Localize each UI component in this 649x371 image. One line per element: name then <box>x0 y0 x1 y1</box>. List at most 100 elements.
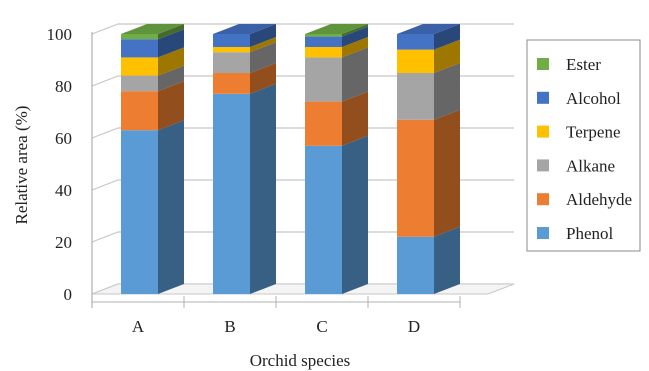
bar-segment-phenol <box>121 120 184 294</box>
bar-segment-alkane <box>397 63 460 120</box>
legend-box <box>526 39 641 252</box>
legend-label: Alcohol <box>566 89 621 108</box>
legend-item-phenol: Phenol <box>537 224 614 243</box>
legend-label: Aldehyde <box>566 190 632 209</box>
bar-front <box>397 49 434 73</box>
legend-item-ester: Ester <box>537 55 601 74</box>
bar-side <box>434 24 460 50</box>
bar-front <box>397 119 434 237</box>
bar-C <box>305 24 368 294</box>
bar-front <box>305 145 342 294</box>
grid-line <box>91 23 514 35</box>
bar-front <box>121 130 158 294</box>
legend-label: Phenol <box>566 224 614 243</box>
x-tick-label: B <box>224 317 235 336</box>
legend-swatch <box>537 193 549 206</box>
bar-front <box>213 73 250 94</box>
bar-segment-alkane <box>121 65 184 92</box>
legend-item-alkane: Alkane <box>537 156 615 175</box>
legend-item-aldehyde: Aldehyde <box>537 190 632 209</box>
bar-front <box>305 47 342 58</box>
bar-front <box>305 57 342 102</box>
bar-top <box>397 24 460 34</box>
bar-side <box>158 47 184 76</box>
bar-front <box>121 75 158 92</box>
bar-B <box>213 24 276 294</box>
legend-label: Alkane <box>566 156 615 175</box>
bar-segment-terpene <box>305 37 368 58</box>
bar-side <box>158 24 184 40</box>
y-tick-label: 100 <box>47 25 73 44</box>
legend-item-terpene: Terpene <box>537 123 621 142</box>
x-tick-labels: A B C D <box>132 317 420 336</box>
bar-segment-terpene <box>213 37 276 53</box>
bar-front <box>397 73 434 120</box>
bar-side <box>434 63 460 120</box>
bar-side <box>250 24 276 47</box>
bar-segment-alcohol <box>397 24 460 50</box>
bar-front <box>305 36 342 47</box>
bar-segment-terpene <box>121 47 184 76</box>
bar-side <box>250 37 276 53</box>
bar-segment-alkane <box>213 42 276 73</box>
y-axis-label: Relative area (%) <box>12 106 31 225</box>
bar-front <box>397 34 434 50</box>
legend-swatch <box>537 227 549 239</box>
bar-segment-alkane <box>305 47 368 102</box>
bar-side <box>158 65 184 92</box>
bar-segment-alcohol <box>213 24 276 47</box>
x-axis-label: Orchid species <box>250 351 351 370</box>
y-tick-label: 80 <box>55 77 72 96</box>
bar-segment-aldehyde <box>397 109 460 237</box>
bar-side <box>342 135 368 294</box>
bar-side <box>434 109 460 237</box>
bar-side <box>250 83 276 294</box>
y-tick-label: 0 <box>64 285 73 304</box>
bar-segment-ester <box>305 24 368 37</box>
bar-side <box>342 26 368 47</box>
bar-side <box>342 47 368 102</box>
bar-top <box>305 24 368 34</box>
legend-swatch <box>537 159 549 172</box>
bar-front <box>121 91 158 131</box>
bar-front <box>121 34 158 40</box>
grid-line <box>91 179 514 191</box>
bar-segment-phenol <box>213 83 276 294</box>
legend: Ester Alcohol Terpene Alkane Aldehyde Phenol <box>526 39 641 252</box>
bar-segment-phenol <box>397 226 460 294</box>
grid-line <box>91 127 514 139</box>
bar-A <box>121 24 184 294</box>
bar-side <box>158 120 184 294</box>
x-tick-label: A <box>132 317 145 336</box>
bar-D <box>397 24 460 294</box>
legend-item-alcohol: Alcohol <box>537 89 621 108</box>
bar-segment-phenol <box>305 135 368 294</box>
bar-side <box>434 39 460 73</box>
legend-swatch <box>537 125 549 138</box>
bar-side <box>342 24 368 37</box>
bars <box>121 24 460 294</box>
legend-label: Terpene <box>566 123 621 142</box>
bar-top <box>121 24 184 34</box>
bar-front <box>213 52 250 73</box>
legend-label: Ester <box>566 55 601 74</box>
bar-segment-alcohol <box>305 26 368 47</box>
grid-line <box>91 231 514 243</box>
bar-side <box>434 226 460 294</box>
bar-segment-aldehyde <box>305 91 368 146</box>
x-tick-label: D <box>408 317 420 336</box>
legend-swatch <box>537 58 549 70</box>
legend-swatch <box>537 91 549 104</box>
bar-front <box>305 101 342 146</box>
bar-side <box>342 37 368 58</box>
bar-front <box>213 34 250 47</box>
bar-top <box>213 24 276 34</box>
y-tick-label: 40 <box>55 181 72 200</box>
bar-side <box>342 91 368 146</box>
bar-segment-ester <box>121 24 184 40</box>
y-tick-labels: 0 20 40 60 80 100 <box>47 25 73 304</box>
x-tick-label: C <box>316 317 327 336</box>
y-tick-label: 60 <box>55 129 72 148</box>
bar-segment-aldehyde <box>121 81 184 131</box>
